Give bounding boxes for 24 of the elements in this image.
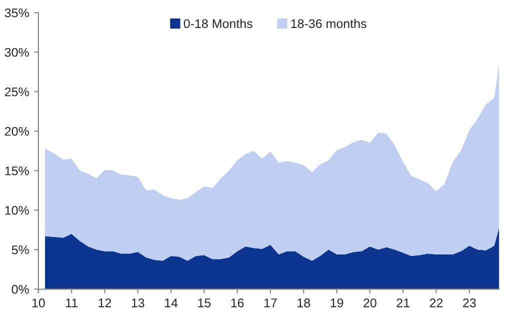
x-tick-label: 15 xyxy=(198,298,211,308)
y-tick-label: 25% xyxy=(4,87,29,96)
y-tick-label: 20% xyxy=(4,126,29,136)
x-tick-label: 19 xyxy=(330,298,344,308)
y-tick-label: 35% xyxy=(4,8,29,18)
x-tick-label: 20 xyxy=(364,298,376,308)
x-tick-label: 23 xyxy=(463,298,476,308)
x-tick-label: 12 xyxy=(98,298,112,308)
x-tick-label: 10 xyxy=(32,298,45,308)
legend-label: 0-18 Months xyxy=(184,18,252,28)
x-tick-label: 22 xyxy=(430,298,443,308)
x-tick-label: 11 xyxy=(66,298,78,308)
legend-label: 18-36 months xyxy=(291,18,366,28)
x-tick-label: 13 xyxy=(132,298,144,308)
x-tick-label: 14 xyxy=(165,298,178,308)
y-tick-label: 5% xyxy=(12,245,29,254)
x-tick-label: 21 xyxy=(396,298,410,308)
x-tick-label: 17 xyxy=(264,298,277,308)
x-tick-label: 16 xyxy=(231,298,244,308)
y-tick-label: 10% xyxy=(5,206,29,215)
x-tick-label: 18 xyxy=(298,298,310,308)
y-tick-label: 15% xyxy=(5,166,29,176)
y-tick-label: 0% xyxy=(12,284,29,294)
y-tick-label: 30% xyxy=(4,48,29,57)
